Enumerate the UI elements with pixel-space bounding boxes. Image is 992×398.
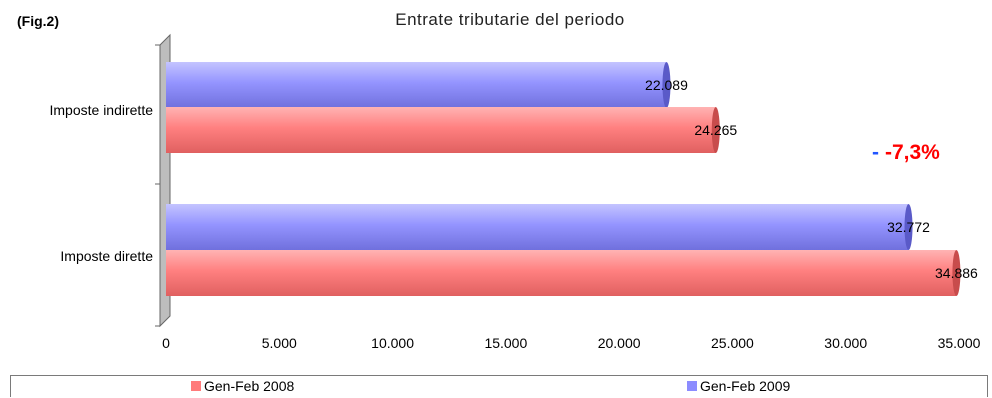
x-tick-label-1: 5.000 [262,335,297,351]
change-annotation: - -7,3% [872,141,940,165]
chart-title: Entrate tributarie del periodo [395,10,625,29]
x-tick-label-0: 0 [162,335,170,351]
annotation-dash: - [872,141,879,164]
legend-swatch-2008 [191,381,201,391]
bar-end-2008-0 [711,107,720,153]
legend-item-2009: Gen-Feb 2009 [687,378,790,394]
legend-label-2009: Gen-Feb 2009 [700,378,791,394]
bar-2009-0 [166,62,667,108]
legend-label-2008: Gen-Feb 2008 [204,378,295,394]
x-tick-label-7: 35.000 [938,335,981,351]
bar-2008-1 [166,250,957,296]
x-tick-label-5: 25.000 [711,335,754,351]
x-tick-label-3: 15.000 [484,335,527,351]
bar-2009-1 [166,204,909,250]
x-tick-label-6: 30.000 [824,335,867,351]
bar-2008-0 [166,107,716,153]
bar-end-2009-1 [904,204,913,250]
data-label-2009-0: 22.089 [645,77,688,93]
figure-label: (Fig.2) [17,13,59,29]
bar-end-2009-0 [662,62,671,108]
category-label-1: Imposte dirette [60,248,153,264]
x-tick-label-4: 20.000 [598,335,641,351]
x-tick-label-2: 10.000 [371,335,414,351]
category-label-0: Imposte indirette [50,102,154,118]
bar-chart: 0 5.000 10.000 15.000 20.000 25.000 30.000 35.0… [50,33,981,351]
chart-legend: Gen-Feb 2008 Gen-Feb 2009 [10,375,988,397]
data-label-2009-1: 32.772 [887,219,930,235]
legend-swatch-2009 [687,381,697,391]
annotation-value: -7,3% [885,141,940,164]
data-label-2008-1: 34.886 [935,265,978,281]
bar-end-2008-1 [952,250,961,296]
legend-item-2008: Gen-Feb 2008 [191,378,294,394]
data-label-2008-0: 24.265 [694,122,737,138]
